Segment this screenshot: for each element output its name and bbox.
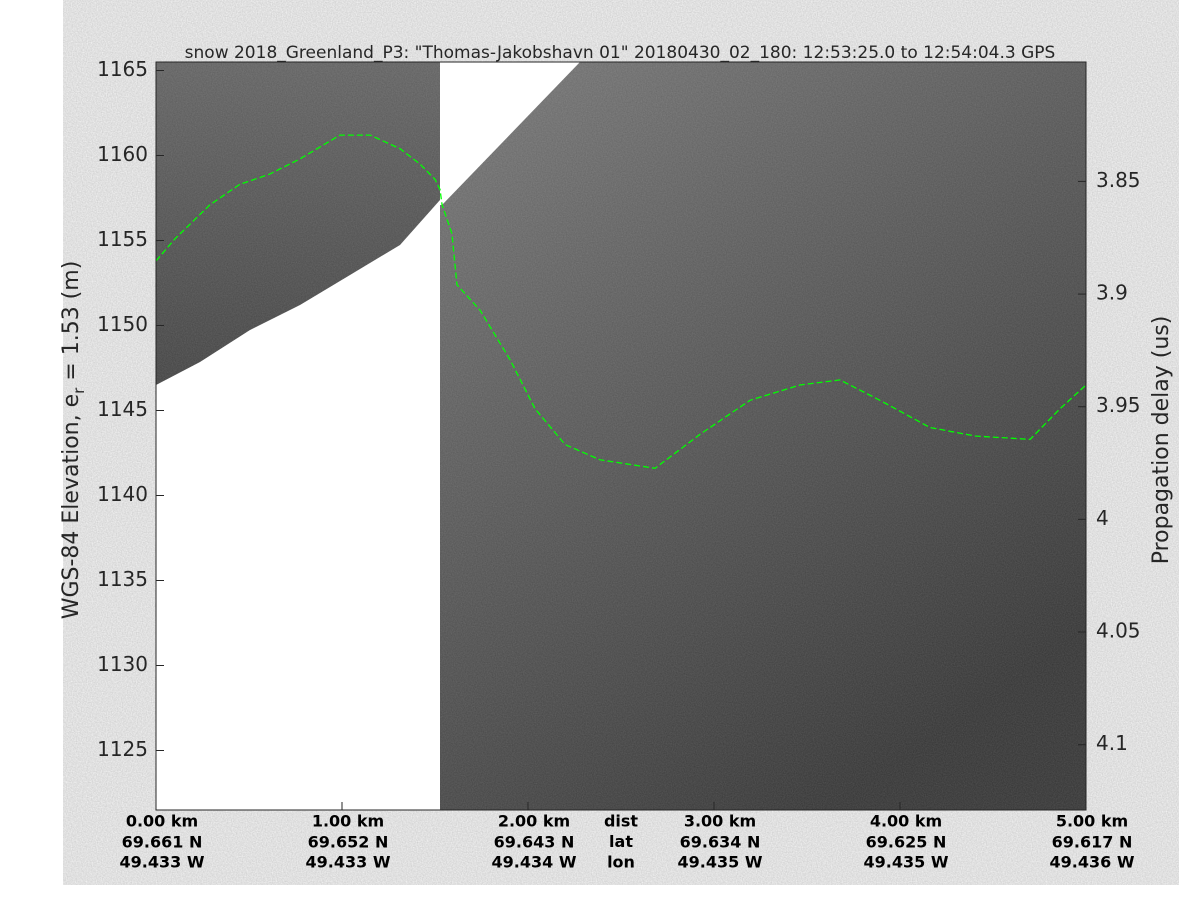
y-tick-label: 1165	[97, 57, 148, 81]
y-axis-label-text: = 1.53 (m)	[59, 261, 84, 388]
x-tick-label: 3.00 km	[684, 812, 756, 831]
row-label: dist	[604, 812, 638, 831]
y-tick-label: 1135	[97, 567, 148, 591]
row-label: lat	[609, 832, 633, 851]
lat-label: 69.634 N	[680, 833, 761, 852]
lat-label: 69.652 N	[308, 833, 389, 852]
y-tick-label: 1150	[97, 312, 148, 336]
y2-tick-label: 4.05	[1096, 619, 1141, 643]
lat-label: 69.643 N	[494, 833, 575, 852]
lon-label: 49.436 W	[1050, 853, 1135, 872]
x-tick-label: 4.00 km	[870, 812, 942, 831]
x-tick-label: 5.00 km	[1056, 812, 1128, 831]
y2-tick-label: 3.95	[1096, 393, 1141, 417]
y2-tick-label: 3.9	[1096, 281, 1128, 305]
lon-label: 49.435 W	[678, 853, 763, 872]
echogram	[156, 62, 1086, 810]
y2-axis-label: Propagation delay (us)	[1149, 316, 1174, 565]
plot-frame	[155, 61, 1087, 811]
y-tick-label: 1155	[97, 227, 148, 251]
y-tick-label: 1145	[97, 397, 148, 421]
row-label: lon	[607, 853, 635, 872]
y2-tick-label: 4	[1096, 506, 1109, 530]
y-axis-label: WGS-84 Elevation, er = 1.53 (m)	[59, 261, 88, 620]
surface-line	[155, 134, 1087, 469]
lat-label: 69.661 N	[122, 833, 203, 852]
y-axis-label-text: WGS-84 Elevation, e	[59, 394, 84, 619]
lon-label: 49.433 W	[120, 853, 205, 872]
lon-label: 49.433 W	[306, 853, 391, 872]
x-tick-label: 2.00 km	[498, 812, 570, 831]
chart-title: snow 2018_Greenland_P3: "Thomas-Jakobsha…	[185, 43, 1056, 63]
y-tick-label: 1125	[97, 737, 148, 761]
lon-label: 49.435 W	[864, 853, 949, 872]
y-axis-label-sub: r	[70, 387, 88, 394]
x-tick-label: 0.00 km	[126, 812, 198, 831]
y-tick-label: 1130	[97, 652, 148, 676]
lon-label: 49.434 W	[492, 853, 577, 872]
y2-tick-label: 3.85	[1096, 168, 1141, 192]
x-tick-label: 1.00 km	[312, 812, 384, 831]
lat-label: 69.625 N	[866, 833, 947, 852]
y-tick-label: 1140	[97, 482, 148, 506]
y2-tick-label: 4.1	[1096, 731, 1128, 755]
lat-label: 69.617 N	[1052, 833, 1133, 852]
y-tick-label: 1160	[97, 142, 148, 166]
